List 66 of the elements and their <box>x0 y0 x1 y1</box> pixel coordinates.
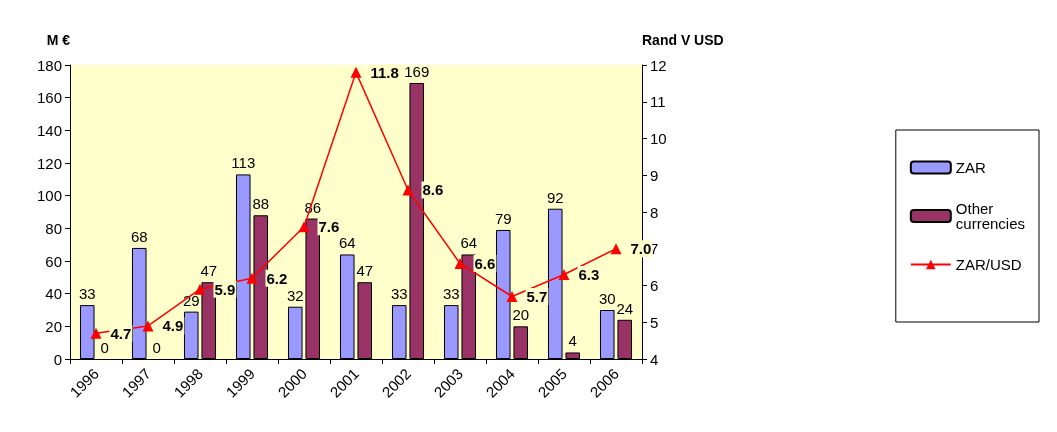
data-label: 47 <box>200 262 218 280</box>
y2-tick-label: 12 <box>650 56 667 74</box>
y-tick-label: 40 <box>45 285 62 303</box>
point <box>90 327 102 339</box>
legend-label: Other currencies <box>955 200 1026 232</box>
data-label: 79 <box>494 209 512 227</box>
point <box>402 184 414 196</box>
data-label: 4.7 <box>110 324 132 342</box>
data-label: 7.0 <box>630 240 652 258</box>
legend-label: ZAR/USD <box>955 256 1022 273</box>
data-label: 6.6 <box>474 254 496 272</box>
data-label: 11.8 <box>370 63 399 81</box>
y-tick-label: 60 <box>45 252 62 270</box>
point <box>194 283 206 295</box>
point <box>298 221 310 233</box>
legend-label: ZAR <box>955 159 986 176</box>
data-label: 0 <box>152 339 161 356</box>
y2-axis-title: Rand V USD <box>642 32 724 48</box>
data-label: 32 <box>286 286 304 304</box>
y2-tick-label: 8 <box>650 203 659 221</box>
point <box>246 272 258 284</box>
y-tick-label: 120 <box>36 154 62 172</box>
data-label: 20 <box>512 306 530 324</box>
point <box>350 66 362 78</box>
point <box>506 291 518 303</box>
y2-tick-label: 10 <box>650 130 667 147</box>
y2-tick-label: 5 <box>650 313 659 331</box>
data-label: 33 <box>390 285 408 303</box>
y-tick-label: 100 <box>36 187 62 205</box>
data-label: 64 <box>460 234 478 252</box>
data-label: 33 <box>442 285 460 303</box>
y-tick-label: 160 <box>36 89 62 107</box>
data-label: 8.6 <box>422 181 444 199</box>
data-label: 5.9 <box>214 280 236 298</box>
data-label: 113 <box>231 154 256 172</box>
data-label: 169 <box>404 62 430 80</box>
data-label: 0 <box>100 339 109 356</box>
y-tick-label: 0 <box>53 350 62 368</box>
data-label: 24 <box>616 299 634 317</box>
y2-tick-label: 9 <box>650 166 659 184</box>
y2-tick-label: 11 <box>650 93 666 111</box>
data-label: 33 <box>78 285 96 303</box>
data-label: 6.3 <box>578 265 600 283</box>
point <box>454 257 466 269</box>
data-label: 88 <box>252 195 270 213</box>
data-label: 64 <box>338 234 356 252</box>
y-tick-label: 140 <box>36 121 62 139</box>
data-label: 47 <box>356 262 374 280</box>
data-label: 4 <box>568 332 577 350</box>
y-tick-label: 20 <box>45 317 62 335</box>
data-label: 6.2 <box>266 269 288 287</box>
y2-tick-label: 4 <box>650 350 659 368</box>
data-label: 30 <box>598 290 616 307</box>
data-label: 5.7 <box>526 288 548 306</box>
y-tick-label: 180 <box>36 56 62 74</box>
y-tick-label: 80 <box>45 219 62 237</box>
y-axis-title: M € <box>46 32 71 48</box>
data-label: 7.6 <box>318 218 340 236</box>
y2-tick-label: 6 <box>650 277 659 294</box>
data-label: 29 <box>182 291 200 309</box>
data-label: 92 <box>546 188 564 206</box>
data-label: 4.9 <box>162 317 184 335</box>
point <box>558 268 570 280</box>
point <box>610 243 622 255</box>
point <box>142 320 154 332</box>
data-label: 68 <box>130 227 148 245</box>
